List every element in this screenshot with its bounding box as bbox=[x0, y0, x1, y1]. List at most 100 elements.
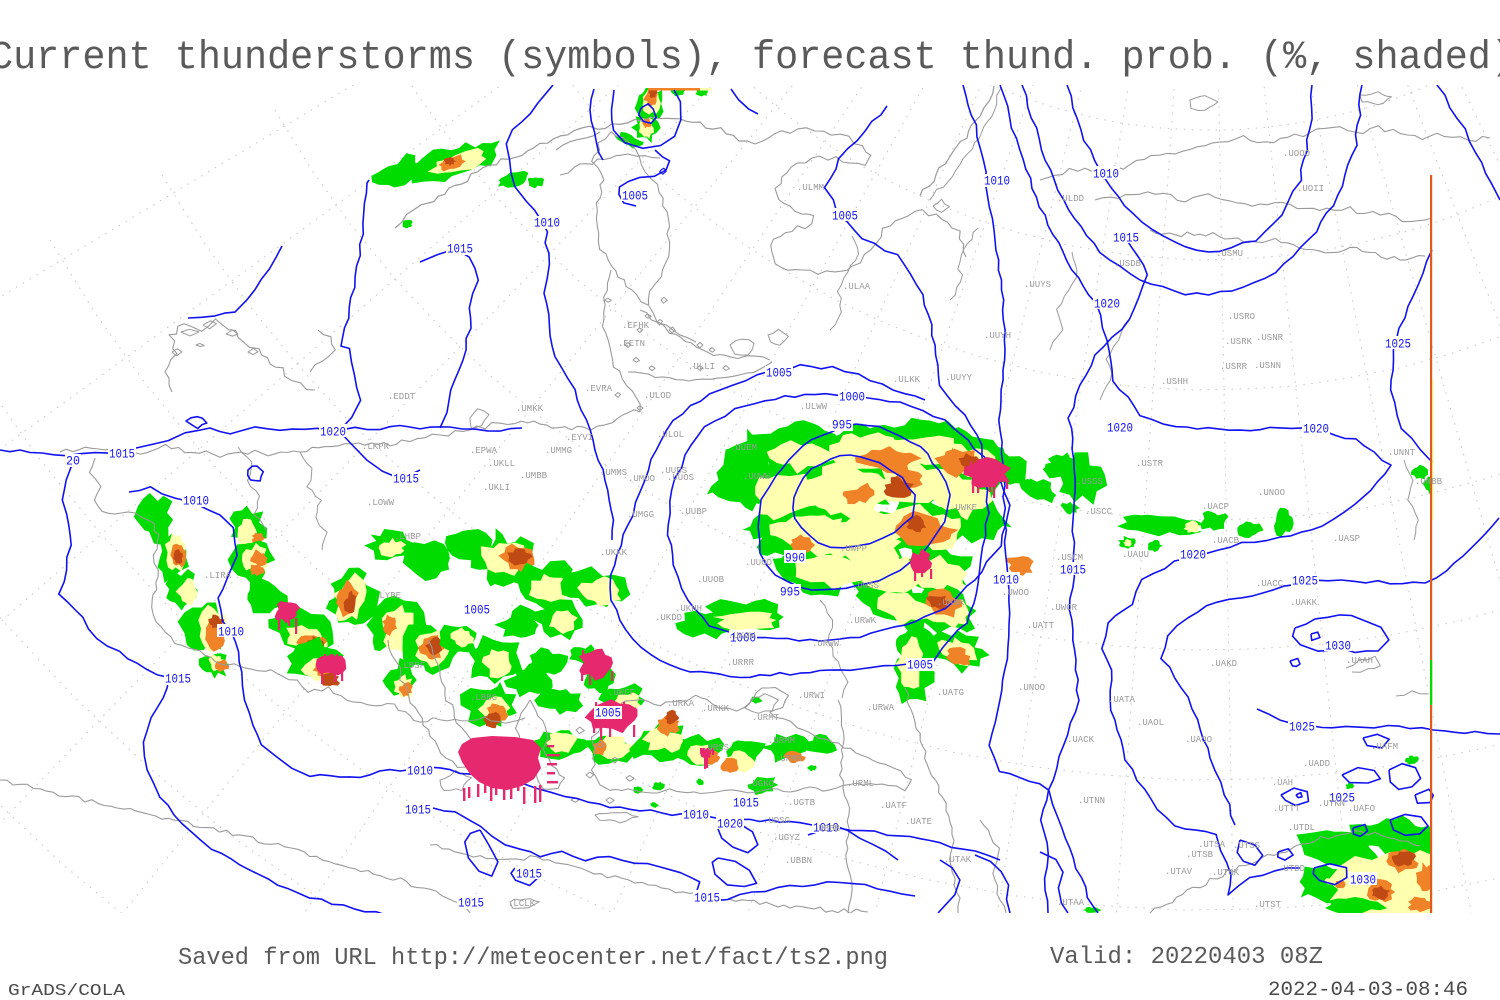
svg-text:.UATA: .UATA bbox=[1108, 694, 1135, 705]
svg-text:.UMBB: .UMBB bbox=[520, 470, 547, 481]
svg-text:1005: 1005 bbox=[595, 707, 621, 721]
svg-text:Current thunderstorms (symbols: Current thunderstorms (symbols), forecas… bbox=[0, 36, 1500, 81]
svg-text:.UNNT: .UNNT bbox=[1388, 447, 1415, 458]
svg-text:1020: 1020 bbox=[1180, 549, 1206, 563]
svg-text:.EETN: .EETN bbox=[618, 338, 645, 349]
svg-text:1015: 1015 bbox=[109, 448, 135, 462]
svg-text:Saved from URL http://meteocen: Saved from URL http://meteocenter.net/fa… bbox=[178, 945, 888, 972]
svg-text:.UWOO: .UWOO bbox=[1002, 587, 1029, 598]
svg-text:.UUBS: .UUBS bbox=[660, 465, 687, 476]
svg-text:.EVRA: .EVRA bbox=[585, 383, 612, 394]
svg-text:.UUEM: .UUEM bbox=[730, 442, 757, 453]
svg-text:.UUYS: .UUYS bbox=[1024, 279, 1051, 290]
svg-text:.UGYZ: .UGYZ bbox=[773, 832, 800, 843]
svg-text:.URKA: .URKA bbox=[667, 698, 694, 709]
svg-text:.UTAK: .UTAK bbox=[944, 854, 971, 865]
svg-text:.USRR: .USRR bbox=[1220, 361, 1247, 372]
svg-text:.UTSS: .UTSS bbox=[1233, 840, 1260, 851]
svg-text:.UBBB: .UBBB bbox=[813, 823, 840, 834]
svg-text:.LCLK: .LCLK bbox=[508, 898, 535, 909]
svg-text:.UMOO: .UMOO bbox=[628, 473, 655, 484]
svg-text:1015: 1015 bbox=[458, 897, 484, 911]
svg-text:1030: 1030 bbox=[1325, 640, 1351, 654]
svg-text:1020: 1020 bbox=[1303, 423, 1329, 437]
svg-text:.USNR: .USNR bbox=[1256, 332, 1283, 343]
svg-text:.UOOO: .UOOO bbox=[1283, 148, 1310, 159]
svg-text:.UAAH: .UAAH bbox=[1346, 655, 1373, 666]
svg-text:.URWK: .URWK bbox=[849, 615, 876, 626]
svg-text:.EFHK: .EFHK bbox=[622, 320, 649, 331]
svg-text:.USNN: .USNN bbox=[1254, 360, 1281, 371]
svg-text:.UNOO: .UNOO bbox=[1258, 487, 1285, 498]
svg-text:.UTKN: .UTKN bbox=[1318, 798, 1345, 809]
svg-text:.UTAA: .UTAA bbox=[1057, 897, 1084, 908]
svg-text:.UTDD: .UTDD bbox=[1278, 863, 1305, 874]
svg-text:1015: 1015 bbox=[165, 673, 191, 687]
svg-text:990: 990 bbox=[785, 552, 805, 566]
svg-text:2022-04-03-08:46: 2022-04-03-08:46 bbox=[1268, 979, 1468, 1000]
svg-text:.UATT: .UATT bbox=[1027, 620, 1054, 631]
svg-text:.UBBN: .UBBN bbox=[785, 855, 812, 866]
svg-text:.UGTB: .UGTB bbox=[788, 797, 815, 808]
svg-text:.ULAA: .ULAA bbox=[843, 281, 870, 292]
svg-text:.UATG: .UATG bbox=[937, 687, 964, 698]
svg-text:.USDB: .USDB bbox=[1114, 258, 1141, 269]
svg-text:.UUYY: .UUYY bbox=[945, 372, 972, 383]
svg-text:.UAH: .UAH bbox=[1272, 777, 1293, 788]
svg-text:.UARR: .UARR bbox=[937, 597, 964, 608]
svg-text:1025: 1025 bbox=[1385, 338, 1411, 352]
svg-text:.UTST: .UTST bbox=[1254, 899, 1281, 910]
svg-text:.URWI: .URWI bbox=[798, 690, 825, 701]
svg-text:1010: 1010 bbox=[813, 822, 839, 836]
svg-text:1030: 1030 bbox=[1350, 874, 1376, 888]
svg-text:.UMMS: .UMMS bbox=[600, 467, 627, 478]
svg-text:1020: 1020 bbox=[1107, 422, 1133, 436]
svg-text:.UUBP: .UUBP bbox=[680, 506, 707, 517]
svg-text:.UWKE: .UWKE bbox=[950, 502, 977, 513]
svg-text:.LBSF: .LBSF bbox=[398, 660, 425, 671]
svg-text:.UAFO: .UAFO bbox=[1348, 803, 1375, 814]
svg-text:995: 995 bbox=[832, 419, 852, 433]
svg-text:.UAUU: .UAUU bbox=[1122, 549, 1149, 560]
svg-text:1020: 1020 bbox=[320, 426, 346, 440]
svg-text:.USMU: .USMU bbox=[1216, 248, 1243, 259]
svg-text:.UAKD: .UAKD bbox=[1210, 658, 1237, 669]
svg-text:.UKLL: .UKLL bbox=[488, 458, 515, 469]
svg-text:1020: 1020 bbox=[717, 818, 743, 832]
svg-text:.URSS: .URSS bbox=[702, 742, 729, 753]
svg-text:.UMMG: .UMMG bbox=[545, 445, 572, 456]
svg-text:1025: 1025 bbox=[1329, 792, 1355, 806]
svg-text:1005: 1005 bbox=[622, 190, 648, 204]
svg-text:.ULLI: .ULLI bbox=[688, 361, 715, 372]
svg-text:.LYBE: .LYBE bbox=[374, 590, 401, 601]
svg-text:1005: 1005 bbox=[464, 604, 490, 618]
svg-text:.UADD: .UADD bbox=[1303, 758, 1330, 769]
svg-text:.UUYH: .UUYH bbox=[984, 330, 1011, 341]
svg-text:.EYVI: .EYVI bbox=[566, 432, 593, 443]
svg-text:.UTAV: .UTAV bbox=[1165, 866, 1192, 877]
svg-text:.UATF: .UATF bbox=[880, 800, 907, 811]
svg-text:.ULOL: .ULOL bbox=[657, 429, 684, 440]
svg-text:.UATE: .UATE bbox=[905, 816, 932, 827]
svg-text:.UTSK: .UTSK bbox=[1212, 867, 1239, 878]
svg-text:.UAOO: .UAOO bbox=[1185, 734, 1212, 745]
svg-text:.UUOB: .UUOB bbox=[697, 574, 724, 585]
svg-text:1015: 1015 bbox=[1060, 564, 1086, 578]
svg-text:.UOII: .UOII bbox=[1297, 183, 1324, 194]
svg-text:1005: 1005 bbox=[766, 367, 792, 381]
svg-text:.EPWA: .EPWA bbox=[470, 445, 497, 456]
svg-text:.UAOL: .UAOL bbox=[1137, 717, 1164, 728]
svg-text:.LKPR: .LKPR bbox=[362, 441, 389, 452]
svg-text:.URWA: .URWA bbox=[867, 702, 894, 713]
svg-text:1005: 1005 bbox=[832, 210, 858, 224]
svg-text:.UUOD: .UUOD bbox=[745, 557, 772, 568]
svg-text:1010: 1010 bbox=[683, 809, 709, 823]
svg-text:1010: 1010 bbox=[1093, 168, 1119, 182]
svg-text:.UTTT: .UTTT bbox=[1273, 803, 1300, 814]
svg-text:.UTDL: .UTDL bbox=[1288, 822, 1315, 833]
svg-text:1020: 1020 bbox=[1094, 298, 1120, 312]
svg-text:1025: 1025 bbox=[1292, 575, 1318, 589]
svg-text:.UMKK: .UMKK bbox=[516, 403, 543, 414]
svg-text:.URRR: .URRR bbox=[727, 657, 754, 668]
svg-text:1010: 1010 bbox=[993, 574, 1019, 588]
